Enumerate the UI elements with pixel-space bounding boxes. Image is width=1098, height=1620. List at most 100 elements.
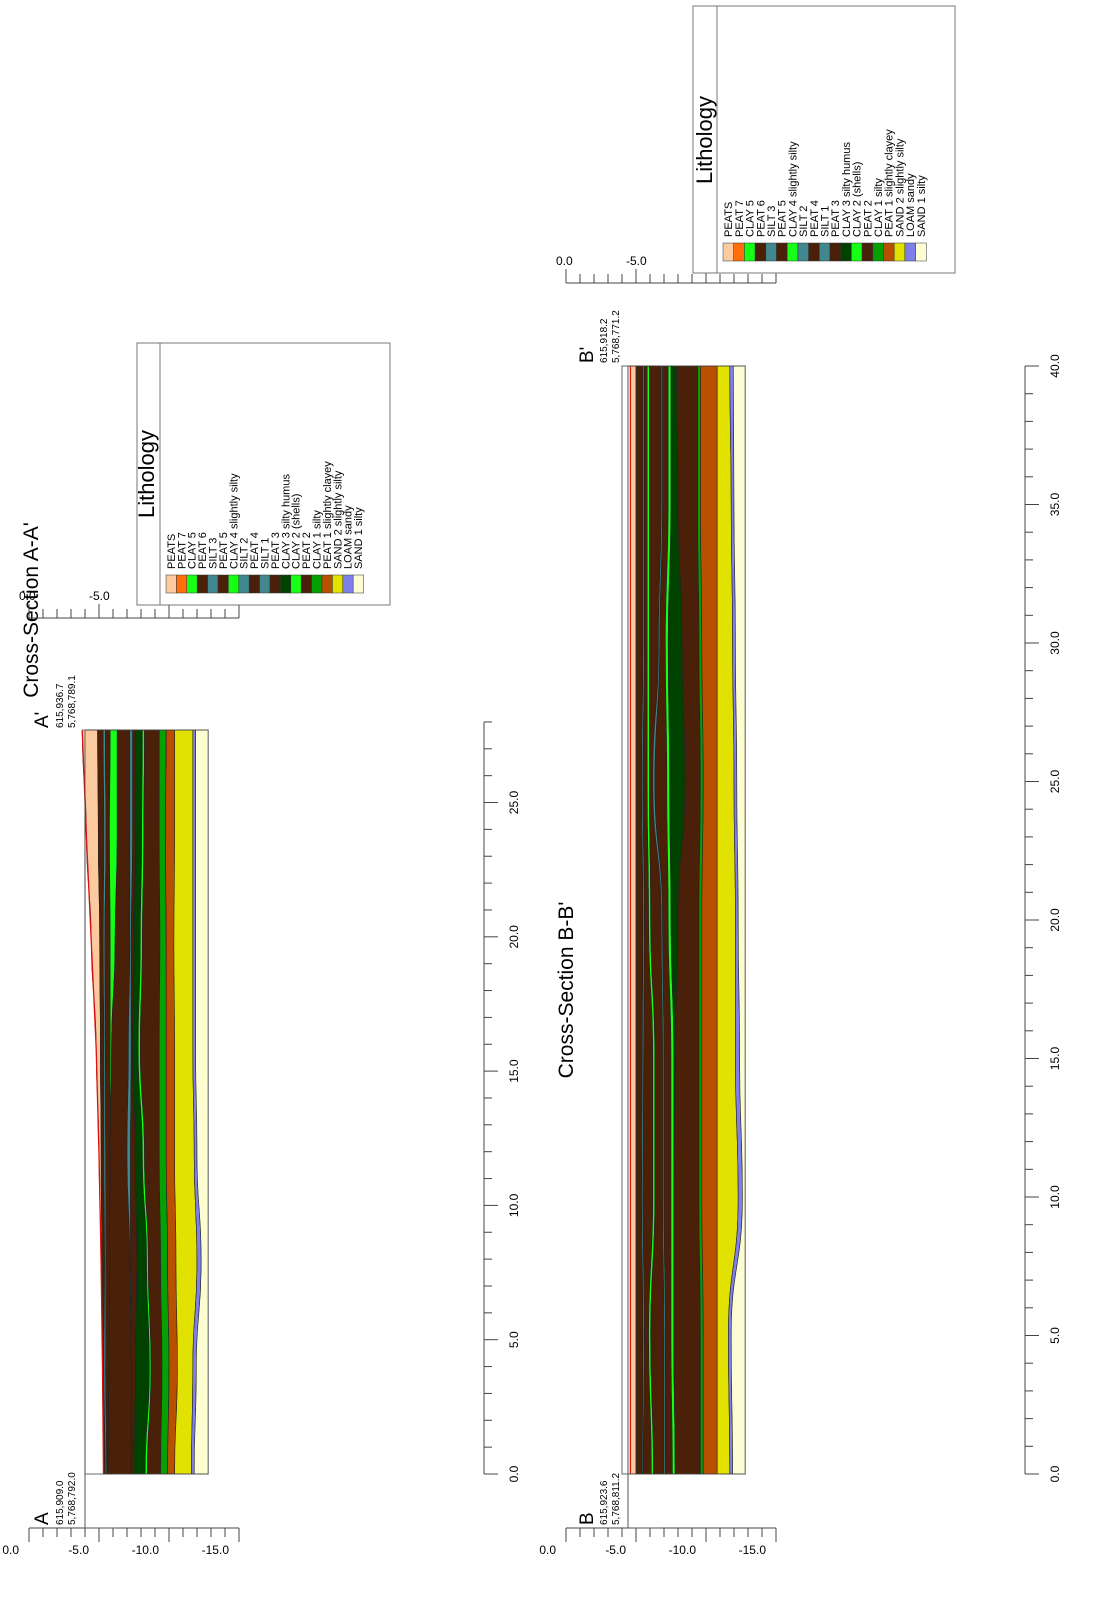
distance-tick-label: 25.0 xyxy=(1048,769,1062,793)
legend-label-peat-1-slightly-clayey: PEAT 1 slightly clayey xyxy=(884,129,896,237)
distance-tick-label: 40.0 xyxy=(1048,354,1062,378)
legend-label-clay-1-silty: CLAY 1 silty xyxy=(312,510,324,569)
section-b-end-label: B' 615,918.2 5,768,771.2 xyxy=(577,310,622,363)
section-frame xyxy=(84,729,209,1475)
layer-sand-1-silty xyxy=(193,729,209,1475)
section-a-layers xyxy=(81,729,209,1475)
legend-swatch-peat-4 xyxy=(808,242,820,262)
legend-swatch-peat-3 xyxy=(269,574,281,594)
legend-label-silt-3: SILT 3 xyxy=(208,538,220,569)
legend-swatch-silt-3 xyxy=(207,574,219,594)
legend-swatch-sand-2-slightly-silty xyxy=(332,574,344,594)
section-a-frame xyxy=(84,729,209,1475)
section-b-end-northing: 5,768,771.2 xyxy=(611,310,622,363)
section-b-start-northing: 5,768,811.2 xyxy=(611,1472,622,1525)
legend-swatch-clay-1-silty xyxy=(311,574,323,594)
legend-label-silt-3: SILT 3 xyxy=(766,206,778,237)
depth-tick-label: 0.0 xyxy=(556,254,573,268)
section-b-start-letter: B xyxy=(577,1512,598,1525)
cross-section-a: Cross-Section A-A' 0.0 -5.0 -10.0 -15.0 0.0… xyxy=(2,342,521,1557)
legend-label-clay-5: CLAY 5 xyxy=(187,532,199,569)
legend-label-peats: PEATS xyxy=(723,202,735,237)
section-a-end-letter: A' xyxy=(32,712,53,728)
section-a-start-letter: A xyxy=(32,1512,53,1525)
legend-swatch-clay-5 xyxy=(186,574,198,594)
legend-swatch-loam-sandy xyxy=(342,574,354,594)
legend-label-peat-6: PEAT 6 xyxy=(755,200,767,237)
legend-label-clay-3-silty-humus: CLAY 3 silty humus xyxy=(841,142,853,237)
section-b-start-label: B 615,923.6 5,768,811.2 xyxy=(577,1472,622,1525)
section-a-end-northing: 5,768,789.1 xyxy=(67,675,78,728)
legend-swatch-peat-5 xyxy=(217,574,229,594)
section-a-depth-axis: 0.0 -5.0 -10.0 -15.0 xyxy=(2,1527,240,1557)
legend-swatch-silt-1 xyxy=(819,242,831,262)
legend-label-sand-2-slightly-silty: SAND 2 slightly silty xyxy=(894,138,906,237)
legend-swatch-sand-2-slightly-silty xyxy=(893,242,906,262)
depth-tick-label: -10.0 xyxy=(669,1543,697,1557)
section-b-end-letter: B' xyxy=(577,347,598,363)
legend-swatch-silt-3 xyxy=(765,242,777,262)
legend-label-peat-4: PEAT 4 xyxy=(809,200,821,237)
section-b-end-easting: 615,918.2 xyxy=(599,318,610,363)
legend-swatch-loam-sandy xyxy=(904,242,916,262)
distance-tick-label: 15.0 xyxy=(507,1059,521,1083)
legend-swatch-peat-6 xyxy=(754,242,767,262)
section-b-start-easting: 615,923.6 xyxy=(599,1480,610,1525)
rotated-figure: Cross-Section A-A' 0.0 -5.0 -10.0 -15.0 0.0… xyxy=(2,5,1062,1557)
ground-surface-line xyxy=(81,729,105,1475)
distance-tick-label: 10.0 xyxy=(507,1193,521,1217)
legend-label-peat-3: PEAT 3 xyxy=(830,200,842,237)
legend-swatch-peats xyxy=(165,574,177,594)
legend-swatch-peat-7 xyxy=(176,574,188,594)
legend-swatch-clay-1-silty xyxy=(872,242,884,262)
depth-tick-label: -5.0 xyxy=(626,254,647,268)
legend-swatch-silt-2 xyxy=(797,242,809,262)
legend-swatch-peat-2 xyxy=(861,242,874,262)
legend-label-peat-6: PEAT 6 xyxy=(197,532,209,569)
legend-label-peat-5: PEAT 5 xyxy=(777,200,789,237)
depth-tick-label: -15.0 xyxy=(739,1543,767,1557)
legend-swatch-peat-5 xyxy=(776,242,788,262)
legend-label-peat-7: PEAT 7 xyxy=(176,532,188,569)
section-a-end-easting: 615,936.7 xyxy=(55,683,66,728)
legend-swatch-clay-3-silty-humus xyxy=(840,242,852,262)
distance-tick-label: 25.0 xyxy=(507,791,521,815)
section-b-title: Cross-Section B-B' xyxy=(555,902,578,1079)
legend-swatch-peat-7 xyxy=(733,242,745,262)
legend-swatch-clay-2-shells xyxy=(290,574,302,594)
distance-tick-label: 20.0 xyxy=(1048,908,1062,932)
legend-label-loam-sandy: LOAM sandy xyxy=(343,505,355,569)
legend-a-title: Lithology xyxy=(134,430,159,518)
legend-swatch-peat-3 xyxy=(829,242,841,262)
legend-label-silt-2: SILT 2 xyxy=(239,538,251,569)
layer-peat-6 xyxy=(636,365,644,1475)
legend-label-sand-1-silty: SAND 1 silty xyxy=(353,507,365,569)
legend-label-silt-1: SILT 1 xyxy=(820,206,832,237)
distance-tick-label: 0.0 xyxy=(507,1465,521,1482)
depth-tick-label: 0.0 xyxy=(19,589,36,603)
layer-peats xyxy=(630,365,637,1475)
legend-swatch-clay-5 xyxy=(744,242,756,262)
layer-peat-1-slightly-clayey xyxy=(700,365,718,1475)
section-a-distance-axis: 0.0 5.0 10.0 15.0 20.0 25.0 xyxy=(483,721,521,1482)
legend-label-clay-3-silty-humus: CLAY 3 silty humus xyxy=(280,474,292,569)
depth-tick-label: 0.0 xyxy=(2,1543,19,1557)
distance-tick-label: 5.0 xyxy=(1048,1327,1062,1344)
section-b-distance-axis: 0.0 5.0 10.0 15.0 20.0 25.0 30.0 35.0 40.0 xyxy=(1024,354,1062,1482)
legend-label-peat-1-slightly-clayey: PEAT 1 slightly clayey xyxy=(322,461,334,569)
depth-tick-label: -15.0 xyxy=(202,1543,230,1557)
legend-swatch-peats xyxy=(722,242,734,262)
distance-tick-label: 0.0 xyxy=(1048,1465,1062,1482)
legend-label-clay-2-shells: CLAY 2 (shells) xyxy=(852,162,864,237)
distance-tick-label: 5.0 xyxy=(507,1331,521,1348)
legend-swatch-clay-3-silty-humus xyxy=(280,574,292,594)
legend-swatch-clay-2-shells xyxy=(851,242,863,262)
legend-label-silt-2: SILT 2 xyxy=(798,206,810,237)
section-b-frame xyxy=(621,365,746,1475)
legend-swatch-sand-1-silty xyxy=(352,574,364,594)
depth-tick-label: 0.0 xyxy=(539,1543,556,1557)
legend-swatch-silt-2 xyxy=(238,574,250,594)
section-frame xyxy=(621,365,746,1475)
depth-tick-label: -5.0 xyxy=(89,589,110,603)
